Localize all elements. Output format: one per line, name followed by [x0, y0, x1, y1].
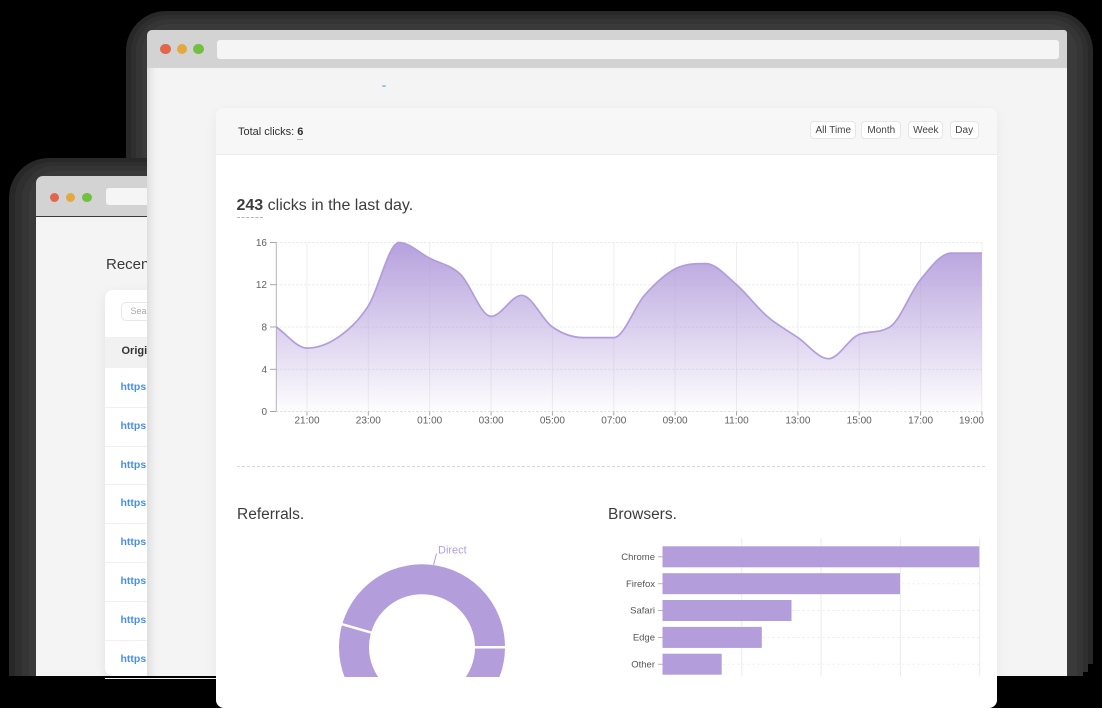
- svg-text:21:00: 21:00: [294, 415, 319, 426]
- svg-text:Chrome: Chrome: [621, 552, 655, 563]
- svg-text:Other: Other: [631, 659, 655, 670]
- svg-text:19:00: 19:00: [959, 415, 984, 426]
- svg-text:17:00: 17:00: [908, 415, 933, 426]
- svg-text:01:00: 01:00: [417, 415, 442, 426]
- svg-text:4: 4: [261, 364, 267, 375]
- svg-text:09:00: 09:00: [663, 415, 688, 426]
- svg-text:0: 0: [261, 407, 267, 418]
- svg-text:15:00: 15:00: [847, 415, 872, 426]
- svg-text:8: 8: [261, 322, 267, 333]
- svg-text:12: 12: [256, 280, 268, 291]
- svg-text:Edge: Edge: [633, 632, 655, 643]
- svg-text:05:00: 05:00: [540, 415, 565, 426]
- svg-text:Firefox: Firefox: [626, 578, 655, 589]
- svg-text:07:00: 07:00: [601, 415, 626, 426]
- svg-text:03:00: 03:00: [479, 415, 504, 426]
- svg-text:11:00: 11:00: [724, 415, 749, 426]
- svg-text:Safari: Safari: [630, 605, 655, 616]
- svg-text:Direct: Direct: [438, 544, 467, 556]
- svg-text:23:00: 23:00: [356, 415, 381, 426]
- svg-text:13:00: 13:00: [785, 415, 810, 426]
- svg-text:16: 16: [256, 238, 268, 249]
